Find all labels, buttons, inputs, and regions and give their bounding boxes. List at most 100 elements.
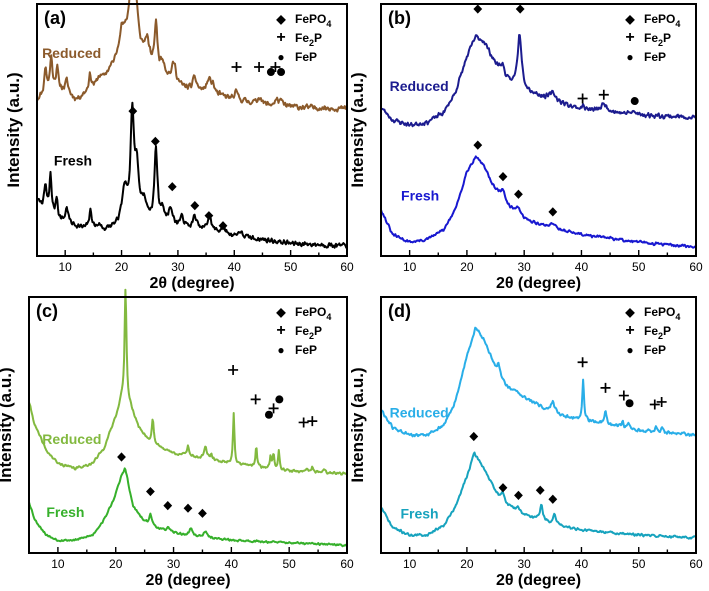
series-label-fresh: Fresh (401, 188, 439, 204)
fe2p-peak-marker (298, 417, 309, 428)
panel-label: (a) (44, 8, 66, 28)
legend-plus-glyph: + (625, 29, 634, 46)
x-tick-label: 10 (59, 260, 73, 274)
x-tick-label: 40 (575, 557, 589, 571)
phase-legend: ◆ FePO4 + Fe2P ● FeP (624, 305, 680, 357)
phase-legend: ◆ FePO4 + Fe2P ● FeP (275, 12, 331, 64)
xrd-line-fresh (380, 155, 697, 249)
fe2p-peak-marker (577, 93, 588, 104)
fe2p-peak-marker (656, 396, 667, 407)
panel-a: Reduced Fresh 10 20 30 40 50 60 2θ (degree) Inten… (4, 0, 354, 292)
fepo4-peak-marker (473, 4, 483, 14)
x-tick-label: 60 (340, 260, 354, 274)
legend-label: FePO4 (644, 12, 680, 29)
x-tick-label: 30 (171, 260, 185, 274)
fe2p-peak-marker (649, 399, 660, 410)
xrd-line-fresh (36, 101, 348, 249)
legend-diamond-glyph: ◆ (624, 305, 635, 319)
phase-legend: ◆ FePO4 + Fe2P ● FeP (275, 305, 331, 357)
x-tick-label: 50 (632, 557, 646, 571)
legend-label: Fe2P (295, 324, 322, 341)
legend-label: FePO4 (644, 305, 680, 322)
fepo4-peak-marker (150, 136, 160, 146)
x-axis-label: 2θ (degree) (145, 572, 230, 589)
legend-label: FePO4 (295, 305, 331, 322)
x-tick-label: 10 (403, 557, 417, 571)
fepo4-peak-marker (190, 201, 200, 211)
fe2p-peak-marker (254, 62, 265, 72)
x-tick-label: 10 (51, 557, 65, 571)
series-label-fresh: Fresh (46, 504, 84, 520)
y-axis-label: Intensity (a.u.) (4, 72, 23, 187)
panel-b: Reduced Fresh 10 20 30 40 50 60 2θ (degree) Inten… (348, 3, 703, 292)
x-tick-label: 50 (283, 557, 297, 571)
x-tick-label: 40 (228, 260, 242, 274)
legend-label: FeP (644, 343, 666, 357)
fe2p-peak-marker (618, 390, 629, 401)
xrd-line-reduced (380, 326, 697, 438)
panel-label: (d) (388, 301, 411, 321)
x-tick-label: 30 (518, 557, 532, 571)
fep-peak-marker (264, 410, 273, 419)
fepo4-peak-marker (514, 490, 523, 500)
legend-plus-glyph: + (276, 29, 285, 46)
plot-frame (36, 3, 348, 257)
fep-peak-marker (277, 68, 286, 77)
x-tick-label: 60 (689, 260, 703, 274)
fepo4-peak-marker (198, 508, 207, 518)
xrd-line-reduced (36, 0, 348, 113)
panel-label: (b) (388, 8, 411, 28)
x-tick-label: 10 (403, 260, 417, 274)
xrd-line-fresh (28, 467, 348, 548)
legend-diamond-glyph: ◆ (624, 12, 635, 26)
fepo4-peak-marker (498, 483, 508, 493)
x-tick-label: 20 (460, 557, 474, 571)
phase-legend: ◆ FePO4 + Fe2P ● FeP (624, 12, 680, 64)
fepo4-peak-marker (548, 207, 558, 217)
fepo4-peak-marker (548, 494, 558, 504)
fepo4-peak-marker (515, 4, 525, 14)
fe2p-peak-marker (598, 89, 609, 100)
x-tick-label: 40 (225, 557, 239, 571)
fe2p-peak-marker (577, 357, 588, 368)
fepo4-peak-marker (498, 172, 508, 182)
fep-peak-marker (630, 97, 639, 106)
fepo4-peak-marker (183, 503, 193, 513)
x-axis-label: 2θ (degree) (496, 275, 581, 292)
series-label-fresh: Fresh (400, 505, 438, 521)
xrd-line-fresh (380, 451, 697, 540)
x-tick-label: 20 (460, 260, 474, 274)
legend-circle-glyph: ● (277, 343, 284, 357)
fepo4-peak-marker (473, 140, 483, 150)
fe2p-peak-marker (231, 62, 242, 72)
legend-label: Fe2P (295, 31, 322, 48)
legend-circle-glyph: ● (626, 343, 633, 357)
fepo4-peak-marker (128, 106, 138, 116)
fe2p-peak-marker (250, 394, 261, 405)
x-tick-label: 30 (167, 557, 181, 571)
panel-label: (c) (36, 301, 58, 321)
fe2p-peak-marker (270, 62, 281, 72)
series-label-reduced: Reduced (390, 78, 449, 94)
fe2p-peak-marker (600, 382, 611, 393)
fepo4-peak-marker (469, 431, 479, 442)
fepo4-peak-marker (535, 485, 545, 495)
fepo4-peak-marker (514, 189, 523, 199)
fe2p-peak-marker (268, 403, 279, 414)
fepo4-peak-marker (146, 486, 155, 497)
fe2p-peak-marker (228, 364, 239, 375)
x-tick-label: 50 (284, 260, 298, 274)
fepo4-peak-marker (117, 452, 126, 462)
legend-circle-glyph: ● (626, 50, 633, 64)
x-tick-label: 20 (115, 260, 129, 274)
fepo4-peak-marker (163, 501, 173, 511)
xrd-line-reduced (380, 34, 697, 128)
legend-label: Fe2P (644, 324, 671, 341)
legend-label: FeP (295, 50, 317, 64)
legend-diamond-glyph: ◆ (275, 12, 286, 26)
x-tick-label: 50 (632, 260, 646, 274)
x-axis-label: 2θ (degree) (496, 572, 581, 589)
xrd-line-reduced (28, 288, 348, 476)
series-label-reduced: Reduced (390, 404, 449, 420)
